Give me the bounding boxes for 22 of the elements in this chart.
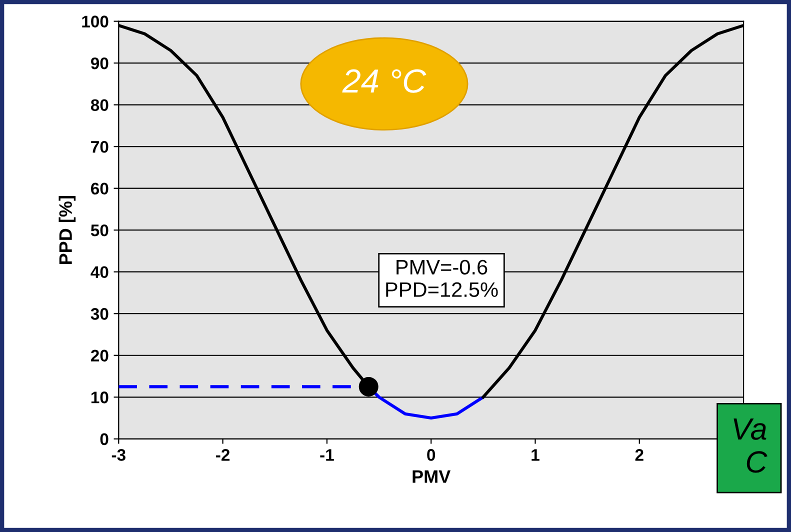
y-tick-label: 100 bbox=[82, 16, 108, 28]
x-tick-label: -2 bbox=[216, 449, 230, 461]
x-tick-label: 1 bbox=[532, 449, 540, 461]
y-tick-label: 10 bbox=[91, 392, 108, 404]
y-tick-label: 80 bbox=[90, 99, 108, 112]
x-tick-label: -1 bbox=[320, 449, 334, 461]
x-axis-title: PMV bbox=[412, 470, 451, 483]
y-tick-label: 40 bbox=[90, 266, 108, 278]
annotation: Va C bbox=[734, 418, 768, 473]
y-tick-label: 0 bbox=[100, 433, 108, 446]
y-axis-title: PPD [%] bbox=[58, 196, 76, 264]
y-tick-label: 70 bbox=[91, 140, 108, 153]
y-tick-label: 20 bbox=[90, 350, 108, 362]
y-tick-label: 50 bbox=[90, 224, 108, 236]
x-tick-label: 0 bbox=[427, 449, 436, 461]
annotation: PMV=-0.6 PPD=12.5% bbox=[386, 260, 498, 298]
y-tick-label: 30 bbox=[90, 308, 108, 320]
y-tick-label: 90 bbox=[90, 57, 108, 70]
y-tick-label: 60 bbox=[91, 182, 108, 195]
x-tick-label: -3 bbox=[112, 449, 126, 461]
x-tick-label: 2 bbox=[635, 449, 644, 461]
annotation: 24 °C bbox=[342, 69, 426, 93]
